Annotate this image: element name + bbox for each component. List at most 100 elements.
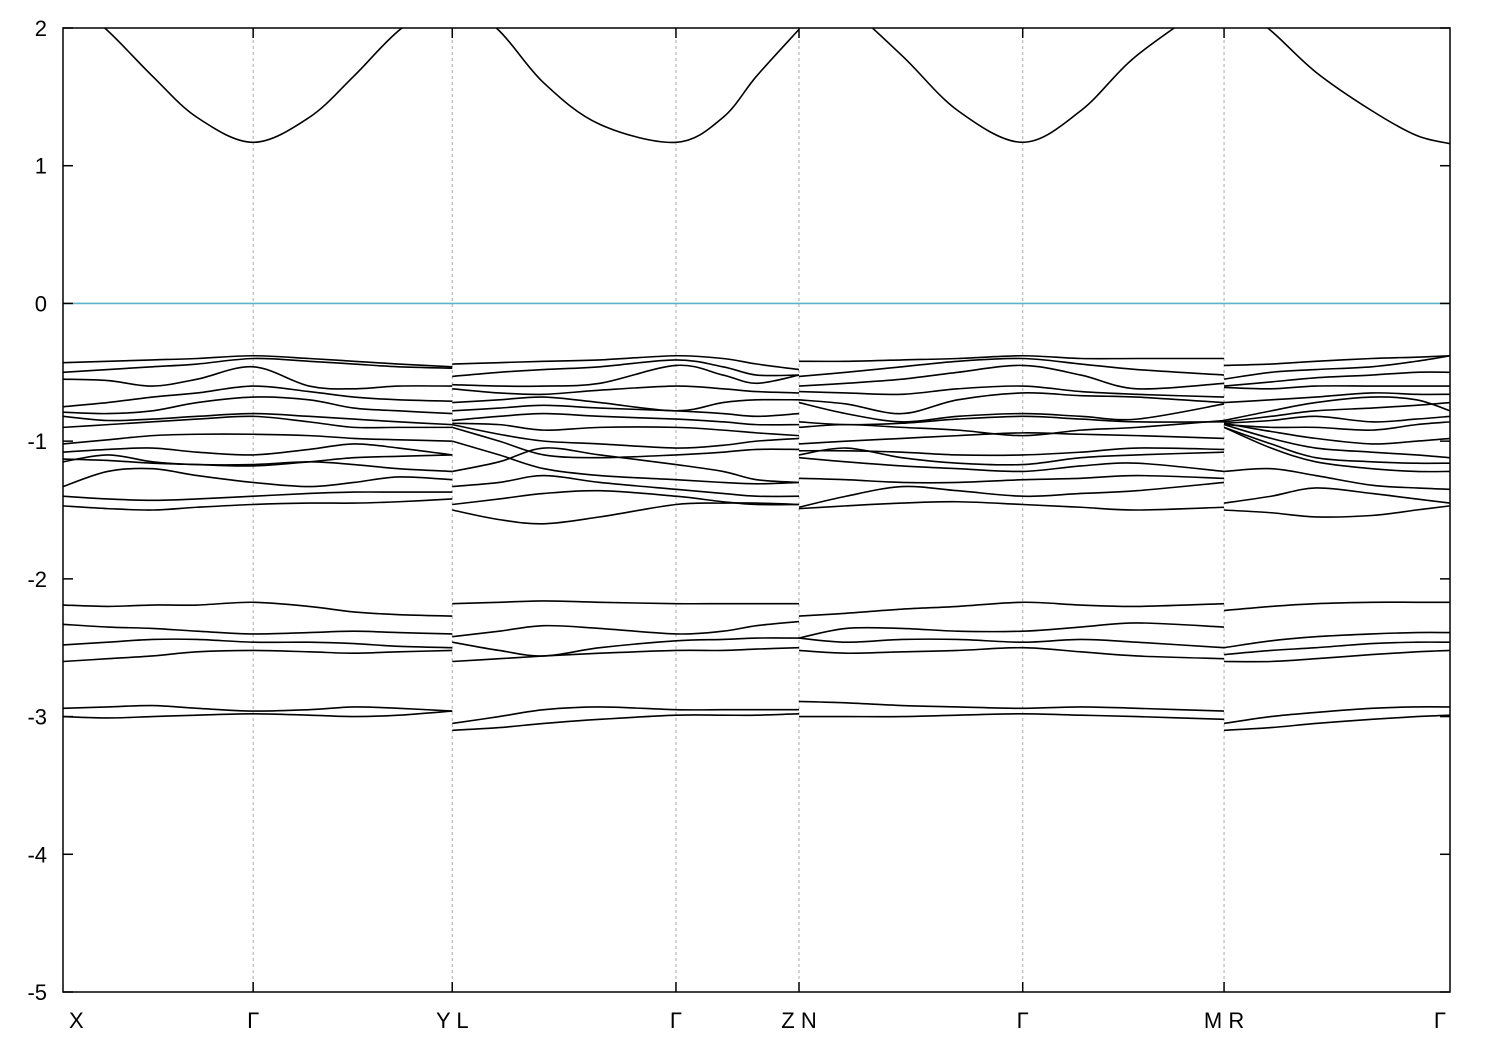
band-line	[63, 454, 453, 467]
band-line	[495, 28, 800, 144]
band-line	[452, 412, 800, 426]
band-line	[1224, 392, 1450, 404]
band-line	[63, 710, 453, 719]
band-line	[452, 364, 800, 388]
band-line	[1223, 631, 1450, 649]
band-line	[63, 357, 453, 374]
band-line	[798, 432, 1225, 445]
band-line	[798, 646, 1225, 660]
y-tick-label: 0	[35, 291, 47, 316]
kpoint-gridlines	[252, 28, 1225, 992]
kpoint-label: Z N	[781, 1008, 816, 1033]
band-line	[63, 704, 453, 712]
band-line	[63, 354, 453, 368]
band-line	[1224, 354, 1450, 367]
band-line	[452, 440, 800, 485]
band-line	[63, 467, 453, 488]
y-axis: 2 1 0 -1 -2 -3 -4 -5	[27, 16, 1450, 1005]
band-line	[452, 489, 800, 506]
band-line	[1223, 354, 1450, 380]
y-tick-label: 1	[35, 154, 47, 179]
band-line	[452, 404, 800, 418]
band-line	[798, 357, 1225, 378]
kpoint-label: Γ	[247, 1008, 259, 1033]
band-line	[63, 443, 453, 456]
band-line	[798, 500, 1225, 511]
band-line	[1223, 706, 1450, 725]
band-line	[1224, 421, 1450, 431]
band-line	[452, 502, 800, 525]
band-line	[798, 622, 1225, 639]
band-line	[1223, 423, 1450, 459]
bands	[63, 28, 1450, 732]
band-line	[1223, 426, 1450, 473]
kpoint-label: Γ	[1017, 1008, 1029, 1033]
y-tick-label: -4	[27, 842, 47, 867]
band-line	[103, 28, 404, 144]
band-line	[798, 392, 1225, 415]
band-line	[1224, 714, 1450, 732]
band-line	[1224, 467, 1450, 491]
band-line	[452, 646, 800, 663]
band-line	[1224, 649, 1450, 663]
band-line	[1224, 385, 1450, 390]
band-line	[452, 706, 799, 725]
band-line	[1223, 641, 1450, 656]
band-line	[452, 354, 800, 371]
band-line	[63, 454, 453, 473]
band-line	[452, 600, 799, 605]
kpoint-label: X	[69, 1008, 84, 1033]
band-line	[63, 623, 453, 635]
band-line	[1223, 422, 1450, 445]
band-line	[1223, 396, 1450, 422]
band-line	[1224, 415, 1450, 425]
band-line	[452, 447, 800, 484]
y-tick-label: -5	[27, 980, 47, 1005]
band-line	[452, 426, 800, 459]
band-line	[452, 637, 800, 657]
kpoint-label: M R	[1204, 1008, 1244, 1033]
band-line	[63, 649, 453, 663]
band-line	[798, 364, 1225, 390]
band-line	[63, 385, 453, 408]
kpoint-label: Γ	[670, 1008, 682, 1033]
band-line	[63, 433, 453, 445]
band-line	[452, 620, 800, 638]
band-line	[1266, 28, 1450, 145]
band-line	[452, 474, 800, 498]
band-line	[1223, 487, 1450, 504]
band-line	[798, 601, 1225, 617]
band-line	[1223, 601, 1450, 612]
kpoint-label: Γ	[1434, 1008, 1446, 1033]
plot-frame	[62, 27, 1451, 993]
band-line	[452, 422, 800, 437]
band-line	[452, 713, 800, 732]
band-line	[798, 401, 1225, 423]
band-line	[798, 637, 1225, 649]
band-line	[452, 359, 800, 378]
band-line	[63, 498, 453, 511]
band-line	[63, 491, 453, 502]
y-tick-label: -2	[27, 567, 47, 592]
band-line	[798, 354, 1225, 363]
band-line	[63, 412, 453, 426]
band-line	[798, 456, 1225, 473]
band-line	[871, 28, 1176, 144]
band-line	[63, 415, 453, 429]
band-line	[1223, 426, 1450, 465]
y-tick-label: 2	[35, 16, 47, 41]
band-line	[452, 385, 800, 396]
band-line	[798, 447, 1225, 457]
band-line	[63, 365, 453, 390]
kpoint-label: Y L	[436, 1008, 469, 1033]
band-line	[798, 385, 1225, 398]
band-line	[798, 481, 1225, 509]
band-line	[798, 474, 1225, 484]
band-line	[1223, 401, 1450, 423]
band-line	[63, 396, 453, 415]
band-line	[798, 447, 1225, 466]
y-tick-label: -1	[27, 429, 47, 454]
band-line	[63, 638, 453, 649]
